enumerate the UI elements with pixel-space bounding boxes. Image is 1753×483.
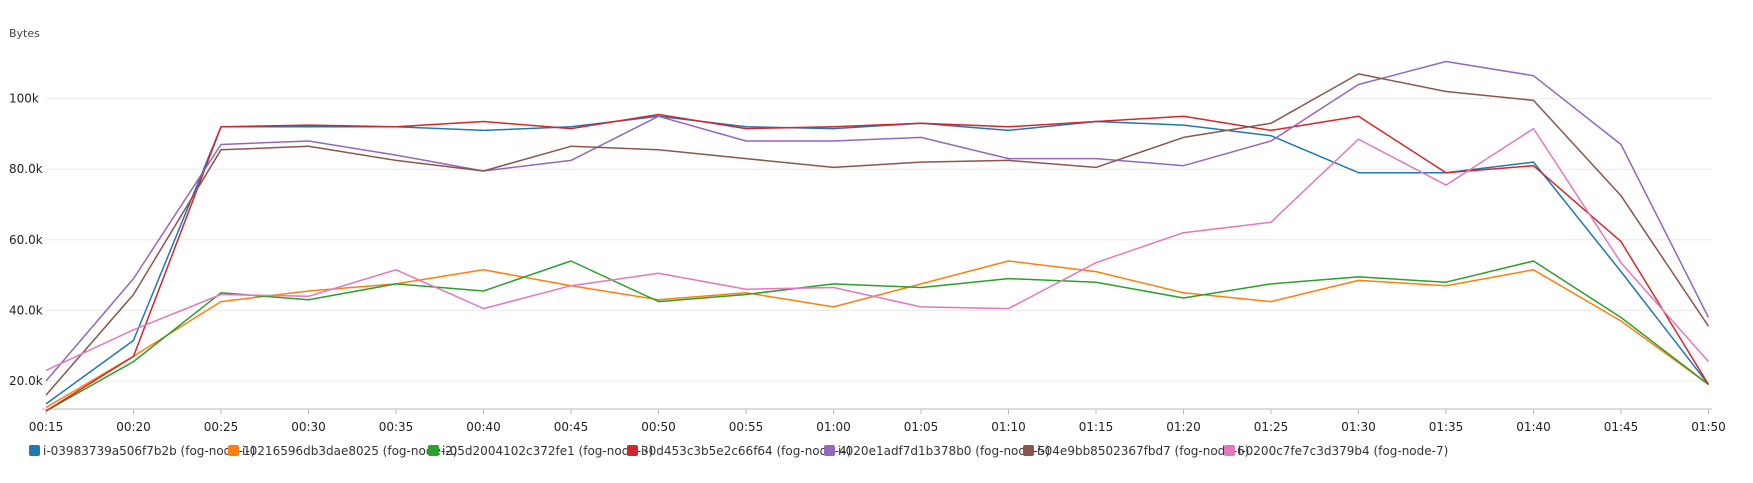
series-lines (45, 60, 1710, 412)
legend-swatch-7 (1224, 445, 1235, 456)
y-axis-ticks: 20.0k 40.0k 60.0k 80.0k 100k (9, 92, 43, 388)
legend-swatch-5 (824, 445, 835, 456)
legend-swatch-6 (1023, 445, 1034, 456)
legend-label-2: i-0216596db3dae8025 (fog-node-2) (242, 444, 457, 458)
x-tick-label: 01:30 (1341, 420, 1376, 434)
x-tick-label: 00:55 (729, 420, 764, 434)
series-line-1 (45, 115, 1710, 405)
legend-label-6: i-04e9bb8502367fbd7 (fog-node-6) (1037, 444, 1249, 458)
legend-label-5: i-020e1adf7d1b378b0 (fog-node-5) (838, 444, 1050, 458)
series-line-6 (45, 73, 1710, 396)
x-tick-label: 01:50 (1691, 420, 1726, 434)
x-tick-label: 00:15 (29, 420, 64, 434)
y-tick-label: 40.0k (9, 303, 43, 317)
legend-label-7: i-0200c7fe7c3d379b4 (fog-node-7) (1238, 444, 1448, 458)
series-line-5 (45, 60, 1710, 382)
x-tick-label: 01:10 (991, 420, 1026, 434)
gridlines (42, 98, 1712, 410)
y-tick-label: 20.0k (9, 374, 43, 388)
x-tick-label: 01:15 (1079, 420, 1114, 434)
x-tick-label: 00:30 (291, 420, 326, 434)
x-tick-label: 00:40 (466, 420, 501, 434)
legend-swatch-3 (428, 445, 439, 456)
legend-swatch-4 (627, 445, 638, 456)
series-line-4 (45, 113, 1710, 412)
x-tick-label: 00:50 (641, 420, 676, 434)
x-axis-ticks: 00:15 00:20 00:25 00:30 00:35 00:40 00:45 00:50… (29, 409, 1726, 434)
x-tick-label: 00:25 (204, 420, 239, 434)
x-tick-label: 00:45 (554, 420, 589, 434)
y-tick-label: 60.0k (9, 233, 43, 247)
x-tick-label: 01:35 (1429, 420, 1464, 434)
legend: i-03983739a506f7b2b (fog-node-1)i-021659… (29, 444, 1448, 458)
x-tick-label: 00:20 (116, 420, 151, 434)
legend-label-1: i-03983739a506f7b2b (fog-node-1) (43, 444, 255, 458)
x-tick-label: 01:25 (1254, 420, 1289, 434)
y-axis-label: Bytes (9, 27, 40, 40)
series-line-7 (45, 127, 1710, 372)
series-line-2 (45, 260, 1709, 409)
x-tick-label: 01:00 (816, 420, 851, 434)
x-tick-label: 01:20 (1166, 420, 1201, 434)
legend-swatch-2 (228, 445, 239, 456)
legend-label-3: i-05d2004102c372fe1 (fog-node-3) (442, 444, 653, 458)
x-tick-label: 00:35 (379, 420, 414, 434)
legend-label-4: i-0d453c3b5e2c66f64 (fog-node-4) (641, 444, 851, 458)
y-tick-label: 100k (9, 92, 39, 106)
x-tick-label: 01:45 (1604, 420, 1639, 434)
x-tick-label: 01:40 (1516, 420, 1551, 434)
legend-swatch-1 (29, 445, 40, 456)
series-line-3 (45, 260, 1709, 412)
y-tick-label: 80.0k (9, 162, 43, 176)
x-tick-label: 01:05 (904, 420, 939, 434)
